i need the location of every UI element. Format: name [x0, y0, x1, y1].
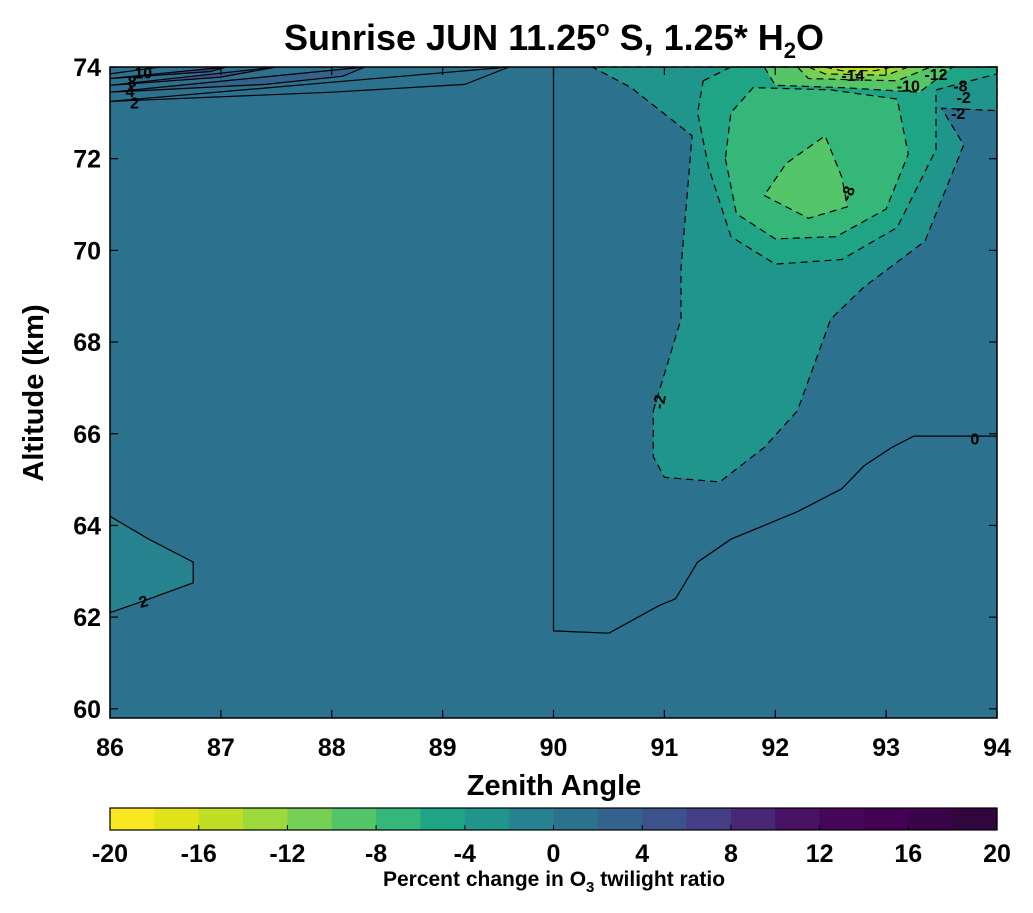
colorbar-tick-label: -16 — [181, 840, 217, 868]
contour-line-6 — [592, 66, 998, 483]
x-tick-label: 94 — [983, 734, 1011, 762]
contour-line-2 — [109, 66, 277, 86]
colorbar-tick-label: 8 — [724, 840, 738, 868]
x-tick-label: 90 — [540, 734, 568, 762]
y-tick-label: 74 — [73, 54, 101, 82]
contour-label: -12 — [924, 67, 947, 84]
contour-label: 4 — [126, 84, 135, 101]
colorbar-tick-label: -20 — [92, 840, 128, 868]
contour-label: -10 — [897, 78, 920, 95]
colorbar-swatch — [243, 808, 288, 830]
y-tick-label: 62 — [73, 604, 101, 632]
contour-label: -14 — [841, 68, 864, 85]
colorbar-swatch — [154, 808, 200, 830]
contour-region-13 — [825, 67, 892, 71]
contour-label: -2 — [957, 90, 971, 107]
colorbar-swatch — [110, 808, 155, 830]
contour-label: 2 — [137, 593, 150, 612]
y-tick-label: 68 — [73, 329, 101, 357]
y-axis-label: Altitude (km) — [18, 304, 50, 481]
x-tick-label: 92 — [761, 734, 789, 762]
x-tick-label: 89 — [429, 734, 457, 762]
x-tick-label: 86 — [96, 734, 124, 762]
x-axis-label: Zenith Angle — [467, 770, 642, 802]
contour-line-10 — [763, 66, 955, 93]
contour-line-8 — [724, 86, 909, 240]
colorbar-swatch — [730, 808, 776, 830]
contour-line-9 — [763, 134, 848, 219]
colorbar-tick-label: 12 — [806, 840, 834, 868]
x-tick-label: 88 — [318, 734, 346, 762]
contour-label: -2 — [951, 106, 965, 123]
colorbar-swatch — [908, 808, 954, 830]
colorbar-tick-label: -12 — [269, 840, 305, 868]
colorbar-swatch — [464, 808, 510, 830]
colorbar-label: Percent change in O3 twilight ratio — [383, 868, 725, 896]
colorbar — [109, 807, 998, 831]
contour-label: 8 — [128, 74, 137, 91]
chart-title: Sunrise JUN 11.25o S, 1.25* H2O — [284, 16, 824, 63]
y-tick-label: 60 — [73, 696, 101, 724]
contour-line-1 — [109, 66, 366, 93]
contour-label: 0 — [970, 431, 979, 448]
contour-region-12 — [808, 67, 909, 76]
colorbar-swatch — [198, 808, 244, 830]
contour-label: -8 — [953, 78, 967, 95]
colorbar-swatch — [420, 808, 466, 830]
colorbar-swatch — [642, 808, 688, 830]
x-tick-label: 87 — [207, 734, 235, 762]
colorbar-swatch — [686, 808, 732, 830]
colorbar-swatch — [597, 808, 643, 830]
colorbar-tick-label: 0 — [547, 840, 561, 868]
contour-line-3 — [109, 66, 227, 80]
contour-line-0 — [109, 66, 510, 102]
colorbar-swatch — [509, 808, 555, 830]
colorbar-tick-label: 4 — [635, 840, 649, 868]
colorbar-swatch — [952, 808, 998, 830]
colorbar-swatch — [553, 808, 599, 830]
colorbar-tick-label: 16 — [894, 840, 922, 868]
contour-line-7 — [696, 66, 998, 265]
contour-label: 10 — [134, 66, 152, 83]
x-tick-label: 91 — [650, 734, 678, 762]
y-tick-label: 70 — [73, 237, 101, 265]
colorbar-tick-label: -8 — [365, 840, 387, 868]
y-tick-label: 72 — [73, 146, 101, 174]
contour-line-zero — [552, 67, 997, 634]
y-tick-label: 64 — [73, 512, 101, 540]
colorbar-swatch — [376, 808, 422, 830]
colorbar-swatch — [775, 808, 821, 830]
colorbar-tick-label: 20 — [983, 840, 1011, 868]
colorbar-swatch — [331, 808, 377, 830]
contour-label: 2 — [130, 95, 139, 112]
contour-label: -8 — [838, 184, 859, 203]
colorbar-swatch — [287, 808, 333, 830]
colorbar-swatch — [863, 808, 909, 830]
contour-region-5 — [110, 516, 194, 613]
colorbar-tick-label: -4 — [454, 840, 476, 868]
contour-region-9 — [764, 135, 848, 219]
colorbar-swatch — [819, 808, 865, 830]
x-tick-label: 93 — [872, 734, 900, 762]
y-tick-label: 66 — [73, 421, 101, 449]
contour-label: -2 — [651, 393, 670, 410]
